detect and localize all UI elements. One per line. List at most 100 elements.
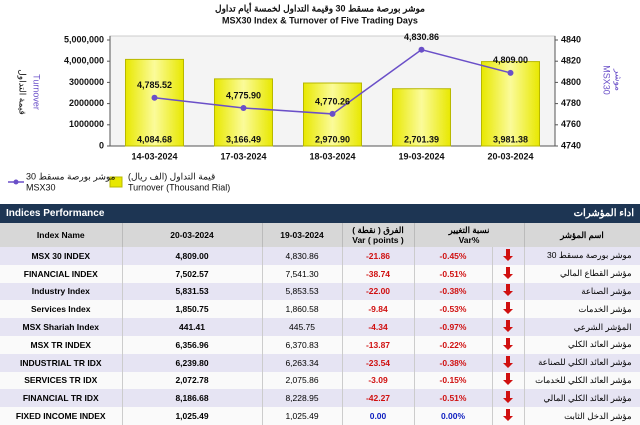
table-cell: MSX 30 INDEX: [0, 247, 123, 265]
table-cell: -0.45%: [414, 247, 493, 265]
table-cell: 441.41: [122, 318, 263, 336]
table-cell: -21.86: [342, 247, 415, 265]
y-tick-label: 0: [99, 140, 104, 150]
table-cell: -42.27: [342, 389, 415, 408]
y-axis-label: Turnover: [32, 74, 42, 110]
trend-arrow: [492, 318, 525, 336]
y-tick-label: 2000000: [69, 98, 104, 108]
table-row: MSX TR INDEX 6,356.96 6,370.83 -13.87 -0.22%…: [0, 335, 640, 354]
table-cell: 6,356.96: [122, 335, 263, 354]
arrow-icon: [503, 355, 513, 368]
table-cell: FINANCIAL INDEX: [0, 264, 123, 283]
table-cell: 2,075.86: [262, 371, 343, 390]
x-tick-label: 17-03-2024: [220, 151, 266, 161]
table-cell: FINANCIAL TR IDX: [0, 389, 123, 408]
chart-title: موشر بورصة مسقط 30 وقيمة التداول لخمسة أ…: [215, 1, 425, 14]
y-tick-label: 4,000,000: [64, 56, 104, 66]
line-point: [329, 110, 336, 117]
table-cell: -0.38%: [414, 282, 493, 301]
table-cell: Services Index: [0, 300, 123, 319]
column-header: 20-03-2024: [122, 223, 263, 247]
table-cell: -0.53%: [414, 300, 493, 319]
y2-tick-label: 4800: [561, 77, 581, 87]
bar-value-label: 3,981.38: [493, 134, 528, 144]
table-cell: 8,186.68: [122, 389, 263, 408]
table-cell: -0.97%: [414, 318, 493, 336]
table-cell: مؤشر الخدمات: [524, 300, 640, 319]
table-cell: -0.22%: [414, 335, 493, 354]
y2-tick-label: 4760: [561, 119, 581, 129]
arrow-icon: [503, 337, 513, 350]
table-header-bar: Indices Performance اداء المؤشرات: [0, 204, 640, 223]
trend-arrow: [492, 353, 525, 372]
table-cell: مؤشر القطاع المالي: [524, 264, 640, 283]
table-cell: -9.84: [342, 300, 415, 319]
line-value-label: 4,809.00: [493, 55, 528, 65]
arrow-icon: [503, 409, 513, 422]
y2-tick-label: 4840: [561, 34, 581, 44]
trend-arrow: [492, 282, 525, 301]
arrow-icon: [503, 373, 513, 386]
trend-arrow: [492, 407, 525, 425]
bar-value-label: 3,166.49: [226, 134, 261, 144]
table-cell: MSX TR INDEX: [0, 335, 123, 354]
column-header: نسبة التغيير Var%: [414, 223, 525, 247]
table-panel: Indices Performance اداء المؤشرات Index …: [0, 204, 640, 425]
table-cell: -0.51%: [414, 389, 493, 408]
indices-table: Index Name 20-03-2024 19-03-2024 الفرق ( نق…: [0, 223, 640, 425]
table-cell: 6,263.34: [262, 353, 343, 372]
table-cell: -23.54: [342, 353, 415, 372]
legend-swatch: [13, 179, 19, 185]
table-row: Services Index 1,850.75 1,860.58 -9.84 -0.53…: [0, 300, 640, 319]
table-title: Indices Performance: [6, 208, 105, 219]
y-axis-label-ar: قيمة التداول: [17, 69, 28, 115]
column-header-text: اسم المؤشر: [560, 230, 604, 240]
line-point: [240, 104, 247, 111]
y2-tick-label: 4740: [561, 140, 581, 150]
table-cell: 4,809.00: [122, 247, 263, 265]
legend-swatch: [109, 176, 123, 188]
y2-tick-label: 4820: [561, 56, 581, 66]
legend-label: Turnover (Thousand Rial): [128, 182, 230, 192]
table-cell: 4,830.86: [262, 247, 343, 265]
x-tick-label: 14-03-2024: [131, 151, 177, 161]
arrow-icon: [503, 302, 513, 315]
table-cell: 6,370.83: [262, 335, 343, 354]
legend-label: MSX30: [26, 182, 56, 192]
header-row: Index Name 20-03-2024 19-03-2024 الفرق ( نق…: [0, 223, 640, 247]
column-header: 19-03-2024: [262, 223, 343, 247]
y2-tick-label: 4780: [561, 98, 581, 108]
table-cell: FIXED INCOME INDEX: [0, 407, 123, 425]
table-cell: 1,850.75: [122, 300, 263, 319]
arrow-icon: [503, 391, 513, 404]
table-row: FINANCIAL INDEX 7,502.57 7,541.30 -38.74 -0.…: [0, 264, 640, 283]
table-row: FINANCIAL TR IDX 8,186.68 8,228.95 -42.27 -0…: [0, 389, 640, 408]
table-cell: 6,239.80: [122, 353, 263, 372]
table-cell: 1,860.58: [262, 300, 343, 319]
table-row: SERVICES TR IDX 2,072.78 2,075.86 -3.09 -0.1…: [0, 371, 640, 390]
table-cell: 7,541.30: [262, 264, 343, 283]
column-header-text: Var ( points ): [352, 235, 404, 245]
chart-subtitle: MSX30 Index & Turnover of Five Trading D…: [222, 15, 418, 25]
line-point: [418, 46, 425, 53]
arrow-icon: [503, 266, 513, 279]
arrow-icon: [503, 320, 513, 333]
line-value-label: 4,785.52: [137, 80, 172, 90]
column-header-text: 20-03-2024: [170, 230, 214, 240]
line-value-label: 4,770.26: [315, 96, 350, 106]
table-row: INDUSTRIAL TR IDX 6,239.80 6,263.34 -23.54-…: [0, 353, 640, 372]
table-cell: -22.00: [342, 282, 415, 301]
y-tick-label: 3000000: [69, 77, 104, 87]
trend-arrow: [492, 300, 525, 319]
table-cell: 2,072.78: [122, 371, 263, 390]
table-cell: موشر بورصة مسقط 30: [524, 247, 640, 265]
table-cell: -3.09: [342, 371, 415, 390]
bar: [125, 58, 184, 147]
table-cell: 1,025.49: [122, 407, 263, 425]
table-cell: المؤشر الشرعي: [524, 318, 640, 336]
table-cell: 5,853.53: [262, 282, 343, 301]
trend-arrow: [492, 371, 525, 390]
table-cell: -0.38%: [414, 353, 493, 372]
line-point: [507, 69, 514, 76]
